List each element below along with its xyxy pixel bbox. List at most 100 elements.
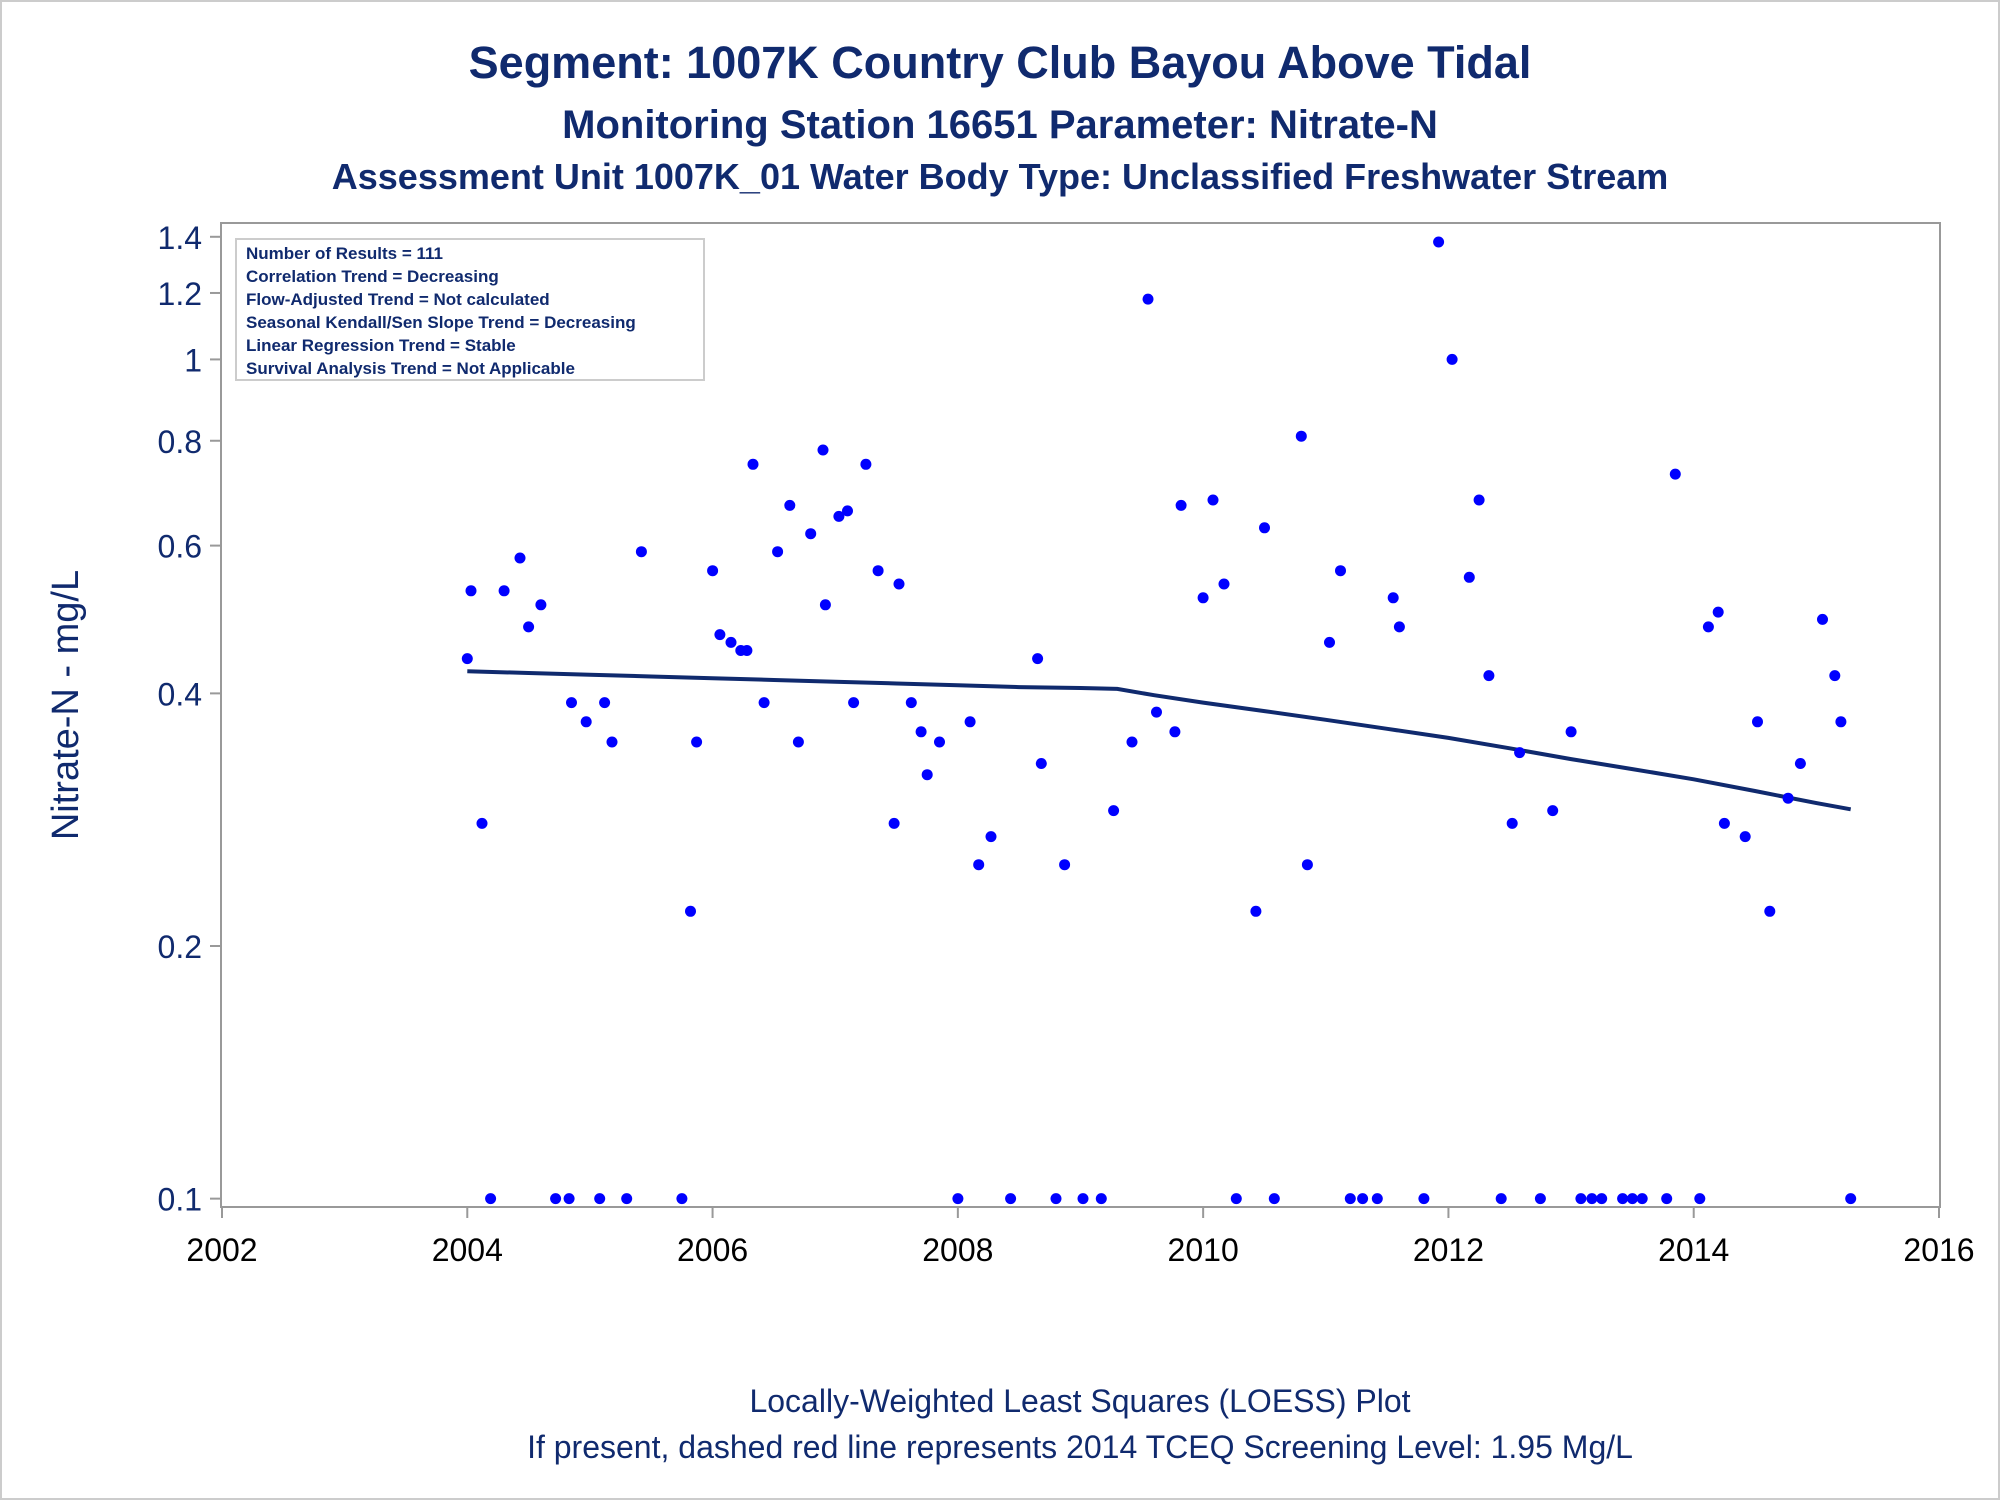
data-point xyxy=(792,736,804,748)
data-point xyxy=(819,599,831,611)
data-point xyxy=(1702,621,1714,633)
data-point xyxy=(1718,817,1730,829)
x-tick-label: 2006 xyxy=(677,1232,748,1268)
x-tick-label: 2002 xyxy=(186,1232,257,1268)
data-point xyxy=(888,817,900,829)
data-point xyxy=(1835,716,1847,728)
stats-line-correlation: Correlation Trend = Decreasing xyxy=(246,267,499,286)
data-point xyxy=(934,736,945,748)
data-point xyxy=(1694,1193,1706,1205)
data-point xyxy=(860,458,872,470)
stats-line-linear-regression: Linear Regression Trend = Stable xyxy=(246,336,516,355)
data-point xyxy=(1506,817,1518,829)
y-tick-label: 1 xyxy=(184,342,202,378)
data-point xyxy=(563,1193,575,1205)
data-point xyxy=(848,697,860,709)
data-point xyxy=(1335,565,1346,577)
data-point xyxy=(1169,726,1181,738)
data-point xyxy=(1433,236,1445,248)
data-point xyxy=(1175,499,1187,511)
data-point xyxy=(606,736,618,748)
data-point xyxy=(1393,621,1405,633)
data-point xyxy=(1626,1193,1638,1205)
data-point xyxy=(1586,1193,1598,1205)
data-point xyxy=(1565,726,1577,738)
data-point xyxy=(1495,1193,1507,1205)
stats-line-survival: Survival Analysis Trend = Not Applicable xyxy=(246,359,575,378)
data-point xyxy=(1197,592,1209,604)
chart-title-line1: Segment: 1007K Country Club Bayou Above … xyxy=(469,37,1532,88)
data-point xyxy=(784,499,796,511)
data-point xyxy=(952,1193,964,1205)
x-tick-label: 2010 xyxy=(1168,1232,1239,1268)
y-tick-label: 0.6 xyxy=(158,529,202,565)
x-tick-label: 2008 xyxy=(922,1232,993,1268)
data-point xyxy=(1483,670,1495,682)
data-point xyxy=(964,716,976,728)
data-point xyxy=(1108,805,1120,817)
chart-title-line3: Assessment Unit 1007K_01 Water Body Type… xyxy=(332,156,1669,197)
data-point xyxy=(461,653,473,665)
x-tick-label: 2012 xyxy=(1413,1232,1484,1268)
data-point xyxy=(985,831,997,843)
data-point xyxy=(676,1193,688,1205)
data-point xyxy=(550,1193,562,1205)
stats-line-flow-adjusted: Flow-Adjusted Trend = Not calculated xyxy=(246,290,550,309)
stats-box: Number of Results = 111 Correlation Tren… xyxy=(235,238,705,381)
data-point xyxy=(1005,1193,1017,1205)
data-point xyxy=(707,565,719,577)
data-point xyxy=(915,726,927,738)
data-point xyxy=(566,697,577,709)
data-point xyxy=(1095,1193,1107,1205)
plot-area-frame xyxy=(220,222,1941,1208)
data-point xyxy=(498,585,510,597)
data-point xyxy=(1575,1193,1587,1205)
y-tick-label: 0.1 xyxy=(158,1182,202,1218)
data-point xyxy=(1669,468,1681,480)
data-point xyxy=(1752,716,1763,728)
data-point xyxy=(691,736,703,748)
data-point xyxy=(476,817,488,829)
data-point xyxy=(1218,578,1230,590)
stats-box-frame xyxy=(235,238,705,381)
data-point xyxy=(1050,1193,1062,1205)
data-point xyxy=(635,546,647,558)
y-tick-label: 0.8 xyxy=(158,424,202,460)
data-point xyxy=(1636,1193,1648,1205)
data-point xyxy=(621,1193,633,1205)
data-point xyxy=(514,552,526,564)
data-point xyxy=(747,458,759,470)
data-point xyxy=(1344,1193,1356,1205)
stats-line-results: Number of Results = 111 xyxy=(246,244,443,263)
y-axis-label: Nitrate-N - mg/L xyxy=(45,570,87,840)
data-point xyxy=(1463,571,1475,583)
stats-line-seasonal-kendall: Seasonal Kendall/Sen Slope Trend = Decre… xyxy=(246,313,636,332)
x-tick-label: 2016 xyxy=(1903,1232,1974,1268)
data-point xyxy=(465,585,477,597)
data-point xyxy=(1035,758,1047,769)
data-point xyxy=(1817,613,1828,625)
data-point xyxy=(599,697,611,709)
data-point xyxy=(1661,1193,1673,1205)
data-point xyxy=(1794,758,1806,769)
footnote-line2: If present, dashed red line represents 2… xyxy=(527,1429,1633,1465)
data-point xyxy=(1845,1193,1857,1205)
y-tick-label: 0.2 xyxy=(158,929,202,965)
x-axis: 2002 2004 2006 2008 2010 2012 2014 2016 xyxy=(186,1207,1975,1268)
data-point xyxy=(535,599,547,611)
data-point xyxy=(1142,293,1154,305)
data-point xyxy=(485,1193,497,1205)
x-tick-label: 2004 xyxy=(432,1232,503,1268)
data-point xyxy=(1259,522,1270,534)
data-point xyxy=(1151,706,1162,718)
data-point xyxy=(1250,905,1262,917)
data-point xyxy=(1357,1193,1369,1205)
data-point xyxy=(1446,353,1458,365)
data-point xyxy=(1782,792,1794,804)
data-point xyxy=(1126,736,1138,748)
data-point xyxy=(973,859,985,871)
data-point xyxy=(905,697,917,709)
data-point xyxy=(714,629,726,641)
data-point xyxy=(1230,1193,1242,1205)
